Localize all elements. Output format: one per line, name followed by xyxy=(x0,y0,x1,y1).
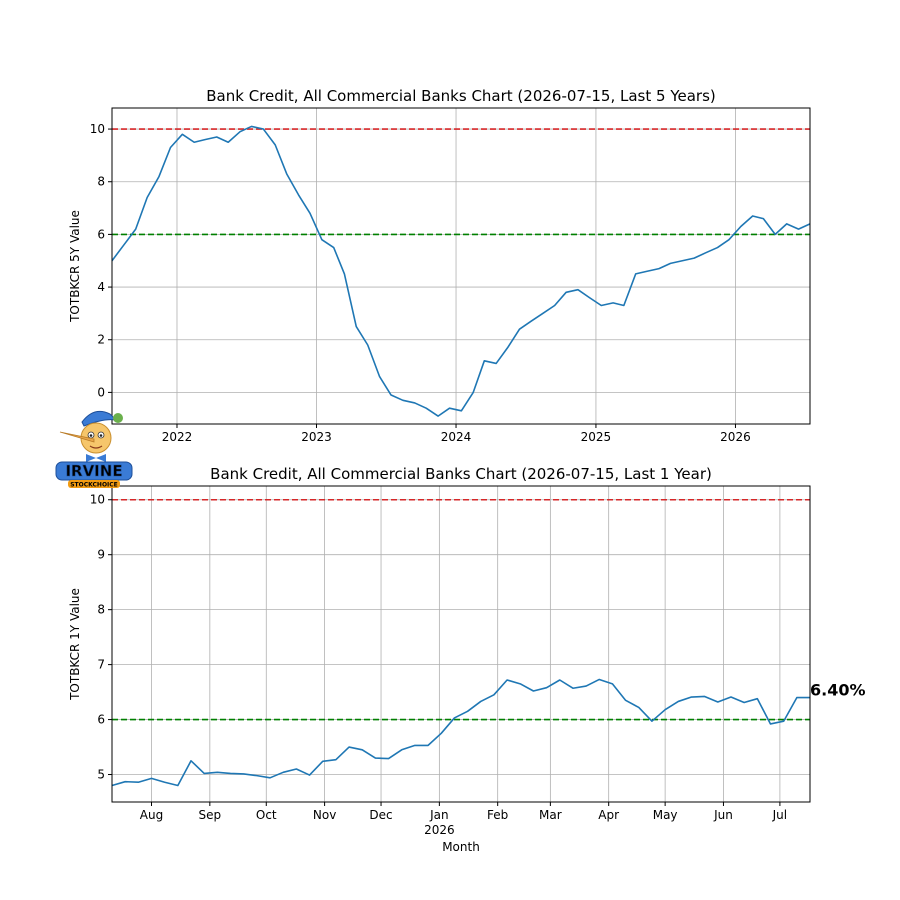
x-tick-label: Mar xyxy=(539,808,562,822)
y-tick-label: 2 xyxy=(97,333,105,347)
x-tick-label: May xyxy=(653,808,678,822)
x-tick-label: Sep xyxy=(199,808,222,822)
y-tick-label: 4 xyxy=(97,280,105,294)
y-axis-label: TOTBKCR 5Y Value xyxy=(68,210,82,323)
chart-title: Bank Credit, All Commercial Banks Chart … xyxy=(206,87,716,105)
x-tick-sublabel: 2026 xyxy=(424,823,455,837)
y-tick-label: 6 xyxy=(97,227,105,241)
x-tick-label: Jun xyxy=(713,808,733,822)
plot-frame xyxy=(111,107,811,425)
x-tick-label: Aug xyxy=(140,808,163,822)
chart-0: 0 2 4 6 8 10 2022 2023 2024 2025 2026 Bank Credit, … xyxy=(68,87,811,444)
plot-frame xyxy=(111,485,811,803)
y-tick-label: 0 xyxy=(97,385,105,399)
x-tick-label: Oct xyxy=(256,808,277,822)
logo-subtext: STOCKCHOICE xyxy=(70,482,118,489)
x-tick-label: 2024 xyxy=(441,430,472,444)
y-tick-label: 8 xyxy=(97,175,105,189)
y-axis-label: TOTBKCR 1Y Value xyxy=(68,588,82,701)
y-tick-label: 6 xyxy=(97,713,105,727)
y-tick-label: 8 xyxy=(97,603,105,617)
y-tick-label: 9 xyxy=(97,548,105,562)
x-tick-label: Jul xyxy=(772,808,787,822)
chart-title: Bank Credit, All Commercial Banks Chart … xyxy=(210,465,712,483)
x-tick-label: Apr xyxy=(598,808,619,822)
y-tick-label: 5 xyxy=(97,768,105,782)
x-tick-label: Dec xyxy=(369,808,392,822)
x-tick-label: 2025 xyxy=(581,430,612,444)
y-tick-label: 10 xyxy=(90,493,105,507)
x-tick-label: Feb xyxy=(487,808,508,822)
x-tick-label: 2023 xyxy=(301,430,332,444)
x-tick-label: 2026 xyxy=(720,430,751,444)
logo-wordmark: IRVINE xyxy=(65,462,122,480)
x-tick-label: 2022 xyxy=(162,430,193,444)
last-value-annotation: 6.40% xyxy=(810,681,866,700)
series-line xyxy=(111,678,810,787)
y-tick-label: 10 xyxy=(90,122,105,136)
series-line xyxy=(111,125,811,417)
x-tick-label: Jan xyxy=(429,808,449,822)
logo-mascot-icon: IRVINE STOCKCHOICE xyxy=(55,410,133,489)
y-tick-label: 7 xyxy=(97,658,105,672)
x-tick-label: Nov xyxy=(313,808,336,822)
x-axis-label: Month xyxy=(442,840,480,854)
irvine-stockchoice-logo: IRVINE STOCKCHOICE xyxy=(54,404,134,490)
